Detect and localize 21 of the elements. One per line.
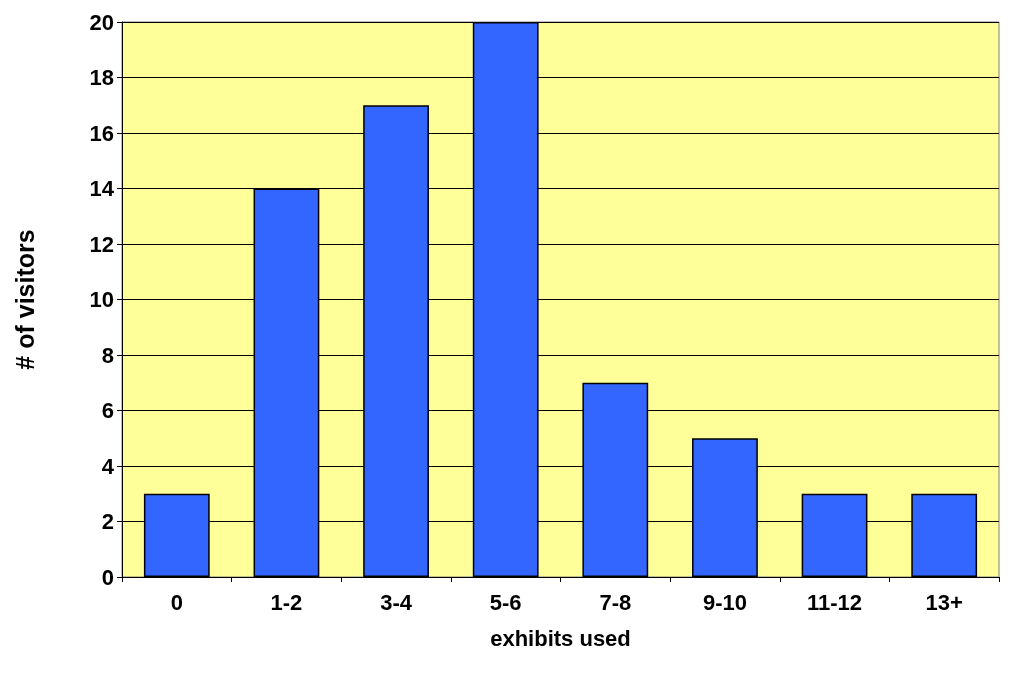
y-tick-label: 18	[89, 65, 114, 90]
y-tick-label: 6	[101, 398, 114, 423]
x-tick-label: 3-4	[380, 589, 413, 615]
y-tick-label: 2	[101, 509, 114, 534]
y-tick-label: 12	[89, 231, 114, 257]
y-axis-title: # of visitors	[10, 229, 39, 370]
y-tick-label: 4	[101, 453, 115, 479]
x-axis-title: exhibits used	[490, 625, 631, 651]
x-tick-label: 9-10	[702, 589, 747, 615]
y-tick-label: 20	[89, 9, 114, 35]
x-tick-label: 1-2	[270, 589, 303, 615]
y-tick-label: 0	[101, 564, 114, 590]
y-tick-label: 10	[89, 287, 114, 312]
x-tick-label: 7-8	[599, 589, 632, 615]
y-tick-label: 14	[89, 176, 115, 201]
y-tick-label: 16	[89, 120, 114, 146]
y-tick-label: 8	[101, 342, 114, 368]
x-tick-label: 11-12	[807, 589, 863, 615]
x-tick-label: 5-6	[489, 589, 522, 615]
x-tick-label: 0	[170, 589, 183, 615]
x-tick-label: 13+	[925, 589, 963, 615]
